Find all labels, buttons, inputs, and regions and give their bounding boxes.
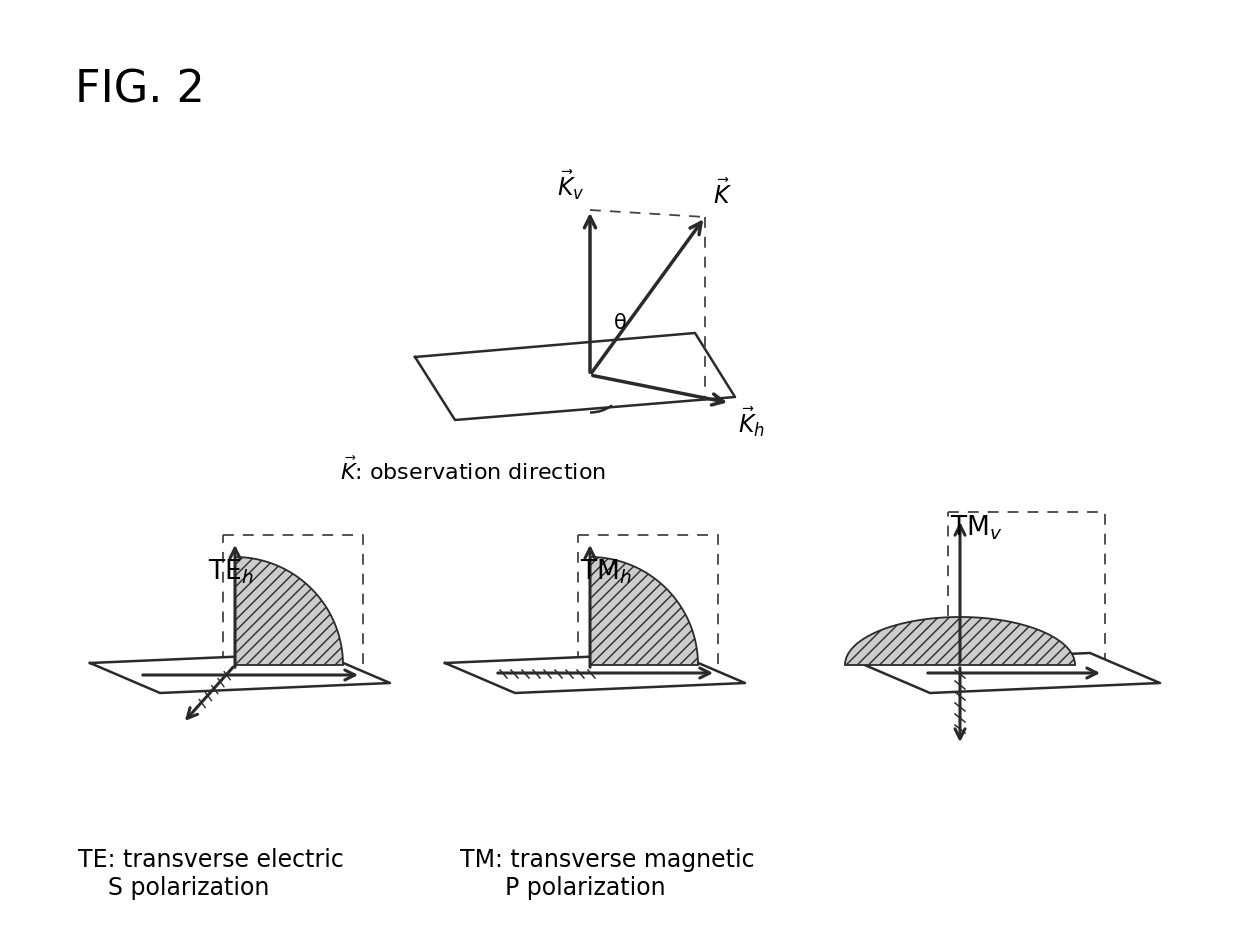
Polygon shape — [590, 557, 698, 665]
Text: FIG. 2: FIG. 2 — [74, 68, 205, 111]
Text: TE$_h$: TE$_h$ — [208, 558, 254, 586]
Polygon shape — [415, 333, 735, 420]
Polygon shape — [844, 617, 1075, 665]
Text: TM$_h$: TM$_h$ — [580, 558, 631, 586]
Text: TE: transverse electric
    S polarization: TE: transverse electric S polarization — [78, 848, 343, 900]
Polygon shape — [445, 653, 745, 693]
Text: θ: θ — [614, 313, 626, 333]
Text: TM: transverse magnetic
      P polarization: TM: transverse magnetic P polarization — [460, 848, 755, 900]
Polygon shape — [91, 653, 391, 693]
Polygon shape — [236, 557, 343, 665]
Polygon shape — [861, 653, 1159, 693]
Text: TM$_v$: TM$_v$ — [950, 513, 1002, 541]
Text: $\vec{K}$: observation direction: $\vec{K}$: observation direction — [340, 456, 606, 484]
Text: $\vec{K}$: $\vec{K}$ — [713, 180, 732, 209]
Text: $\vec{K}_h$: $\vec{K}_h$ — [738, 405, 765, 439]
Text: $\vec{K}_v$: $\vec{K}_v$ — [557, 168, 585, 202]
